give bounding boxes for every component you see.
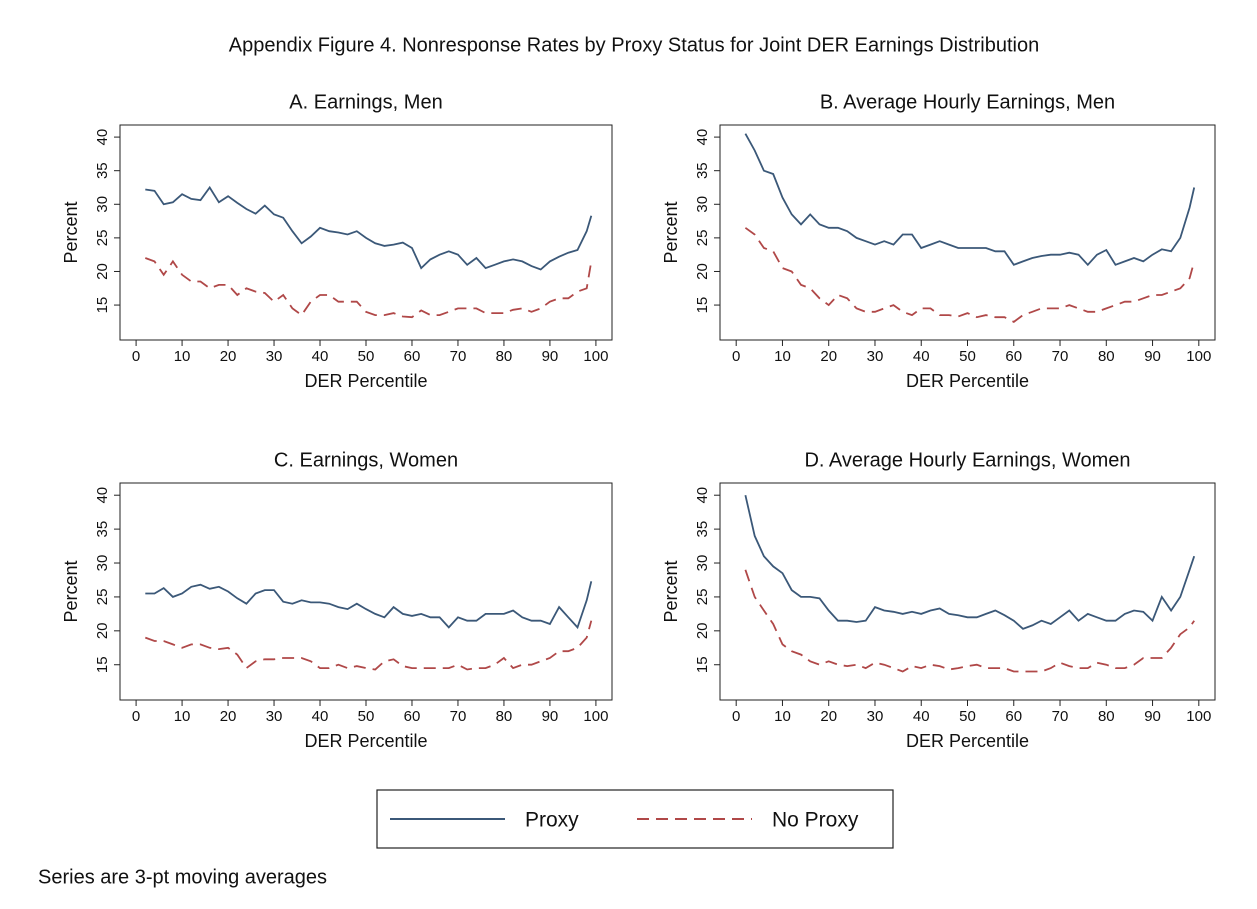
x-tick-label: 20 bbox=[220, 348, 237, 365]
y-tick-label: 25 bbox=[694, 230, 711, 247]
x-axis-label: DER Percentile bbox=[304, 731, 427, 751]
y-tick-label: 20 bbox=[694, 263, 711, 280]
x-tick-label: 70 bbox=[450, 348, 467, 365]
y-tick-label: 30 bbox=[94, 196, 111, 213]
x-tick-label: 100 bbox=[1186, 348, 1211, 365]
y-tick-label: 20 bbox=[694, 622, 711, 639]
plot-frame bbox=[119, 482, 613, 701]
y-tick-label: 30 bbox=[694, 196, 711, 213]
y-tick-label: 20 bbox=[94, 263, 111, 280]
y-tick-label: 25 bbox=[694, 589, 711, 606]
series-line bbox=[744, 569, 1195, 673]
x-tick-label: 90 bbox=[542, 348, 559, 365]
y-tick-label: 20 bbox=[94, 622, 111, 639]
x-tick-label: 80 bbox=[1098, 708, 1115, 725]
footnote: Series are 3-pt moving averages bbox=[38, 866, 327, 888]
y-tick-label: 15 bbox=[694, 656, 711, 673]
x-tick-label: 60 bbox=[404, 708, 421, 725]
y-tick-label: 35 bbox=[94, 162, 111, 179]
x-tick-label: 80 bbox=[1098, 348, 1115, 365]
y-axis-label: Percent bbox=[661, 560, 681, 622]
x-tick-label: 90 bbox=[1144, 348, 1161, 365]
x-tick-label: 60 bbox=[1005, 708, 1022, 725]
y-tick-label: 40 bbox=[94, 487, 111, 504]
x-axis-label: DER Percentile bbox=[906, 371, 1029, 391]
series-line bbox=[144, 257, 593, 319]
x-tick-label: 30 bbox=[867, 708, 884, 725]
x-axis-label: DER Percentile bbox=[304, 371, 427, 391]
y-tick-label: 15 bbox=[94, 297, 111, 314]
y-axis-label: Percent bbox=[61, 201, 81, 263]
x-tick-label: 40 bbox=[312, 348, 329, 365]
x-tick-label: 90 bbox=[1144, 708, 1161, 725]
panel-title: B. Average Hourly Earnings, Men bbox=[820, 91, 1115, 113]
y-tick-label: 30 bbox=[94, 555, 111, 572]
y-tick-label: 25 bbox=[94, 230, 111, 247]
x-tick-label: 60 bbox=[1005, 348, 1022, 365]
legend-label: Proxy bbox=[525, 809, 579, 832]
y-tick-label: 15 bbox=[94, 656, 111, 673]
y-axis-label: Percent bbox=[61, 560, 81, 622]
series-line bbox=[744, 494, 1196, 630]
x-tick-label: 10 bbox=[174, 708, 191, 725]
panel-title: A. Earnings, Men bbox=[289, 91, 442, 113]
series-line bbox=[145, 185, 593, 271]
x-axis-label: DER Percentile bbox=[906, 731, 1029, 751]
panel-title: C. Earnings, Women bbox=[274, 449, 458, 471]
x-tick-label: 70 bbox=[1052, 348, 1069, 365]
x-tick-label: 100 bbox=[1186, 708, 1211, 725]
x-tick-label: 90 bbox=[542, 708, 559, 725]
series-line bbox=[144, 620, 593, 671]
panel-title: D. Average Hourly Earnings, Women bbox=[804, 449, 1130, 471]
y-axis-label: Percent bbox=[661, 201, 681, 263]
x-tick-label: 100 bbox=[583, 708, 608, 725]
x-tick-label: 0 bbox=[132, 708, 140, 725]
series-line bbox=[744, 133, 1196, 267]
series-line bbox=[744, 227, 1196, 323]
y-tick-label: 35 bbox=[694, 521, 711, 538]
y-tick-label: 30 bbox=[694, 555, 711, 572]
x-tick-label: 30 bbox=[266, 708, 283, 725]
x-tick-label: 80 bbox=[496, 708, 513, 725]
x-tick-label: 20 bbox=[220, 708, 237, 725]
x-tick-label: 30 bbox=[266, 348, 283, 365]
x-tick-label: 70 bbox=[450, 708, 467, 725]
x-tick-label: 10 bbox=[774, 708, 791, 725]
x-tick-label: 20 bbox=[820, 348, 837, 365]
x-tick-label: 50 bbox=[358, 348, 375, 365]
y-tick-label: 35 bbox=[694, 162, 711, 179]
y-tick-label: 25 bbox=[94, 589, 111, 606]
legend-label: No Proxy bbox=[772, 809, 859, 832]
x-tick-label: 10 bbox=[774, 348, 791, 365]
x-tick-label: 50 bbox=[959, 708, 976, 725]
x-tick-label: 0 bbox=[732, 708, 740, 725]
series-line bbox=[145, 581, 593, 630]
y-tick-label: 40 bbox=[94, 129, 111, 146]
y-tick-label: 40 bbox=[694, 487, 711, 504]
x-tick-label: 50 bbox=[358, 708, 375, 725]
y-tick-label: 40 bbox=[694, 129, 711, 146]
x-tick-label: 100 bbox=[583, 348, 608, 365]
y-tick-label: 15 bbox=[694, 297, 711, 314]
x-tick-label: 30 bbox=[867, 348, 884, 365]
x-tick-label: 70 bbox=[1052, 708, 1069, 725]
y-tick-label: 35 bbox=[94, 521, 111, 538]
x-tick-label: 0 bbox=[132, 348, 140, 365]
plot-frame bbox=[119, 124, 613, 341]
x-tick-label: 50 bbox=[959, 348, 976, 365]
x-tick-label: 80 bbox=[496, 348, 513, 365]
x-tick-label: 40 bbox=[913, 348, 930, 365]
x-tick-label: 10 bbox=[174, 348, 191, 365]
x-tick-label: 40 bbox=[312, 708, 329, 725]
plot-frame bbox=[719, 124, 1216, 341]
x-tick-label: 0 bbox=[732, 348, 740, 365]
plot-frame bbox=[719, 482, 1216, 701]
x-tick-label: 60 bbox=[404, 348, 421, 365]
x-tick-label: 40 bbox=[913, 708, 930, 725]
figure-title: Appendix Figure 4. Nonresponse Rates by … bbox=[229, 34, 1039, 56]
x-tick-label: 20 bbox=[820, 708, 837, 725]
